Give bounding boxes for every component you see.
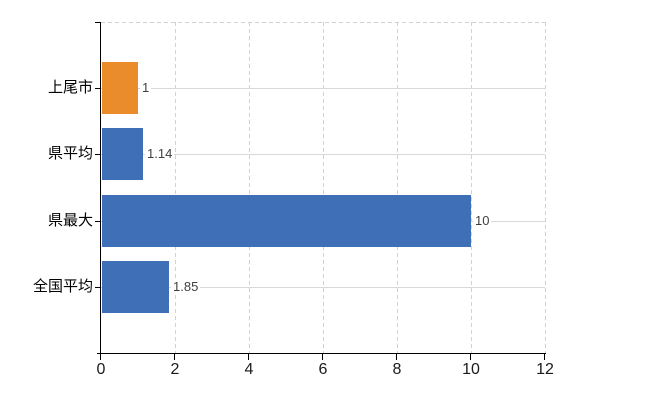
x-tick	[396, 353, 397, 360]
category-label: 全国平均	[32, 278, 93, 295]
category-label: 県平均	[47, 145, 93, 162]
x-tick	[100, 353, 101, 360]
x-tick	[470, 353, 471, 360]
category-tick	[95, 154, 101, 155]
category-tick	[95, 221, 101, 222]
category-label: 県最大	[47, 212, 93, 229]
category-tick	[95, 287, 101, 288]
horizontal-gridline	[101, 287, 545, 288]
x-tick	[248, 353, 249, 360]
vertical-gridline	[397, 22, 398, 353]
horizontal-gridline	[101, 154, 545, 155]
vertical-gridline	[545, 22, 546, 353]
vertical-gridline	[471, 22, 472, 353]
value-label: 1.14	[145, 146, 175, 161]
x-tick	[544, 353, 545, 360]
x-tick-label: 8	[392, 361, 402, 378]
bar	[102, 195, 471, 247]
x-tick-label: 4	[244, 361, 254, 378]
bar	[102, 261, 169, 313]
category-tick	[95, 88, 101, 89]
x-tick-label: 0	[96, 361, 106, 378]
value-label: 10	[473, 213, 492, 228]
x-tick-label: 12	[536, 361, 554, 378]
bar	[102, 128, 143, 180]
x-tick-label: 6	[318, 361, 328, 378]
y-axis-line	[100, 22, 101, 353]
category-label: 上尾市	[47, 79, 93, 96]
value-label: 1	[140, 80, 152, 95]
x-tick	[322, 353, 323, 360]
vertical-gridline	[323, 22, 324, 353]
bar	[102, 62, 138, 114]
x-tick-label: 2	[170, 361, 180, 378]
x-tick	[174, 353, 175, 360]
axis-top-tick	[95, 22, 101, 23]
x-axis-line	[97, 353, 546, 354]
horizontal-gridline	[101, 88, 545, 89]
value-label: 1.85	[171, 279, 201, 294]
vertical-gridline	[249, 22, 250, 353]
vertical-gridline	[175, 22, 176, 353]
x-tick-label: 10	[462, 361, 480, 378]
